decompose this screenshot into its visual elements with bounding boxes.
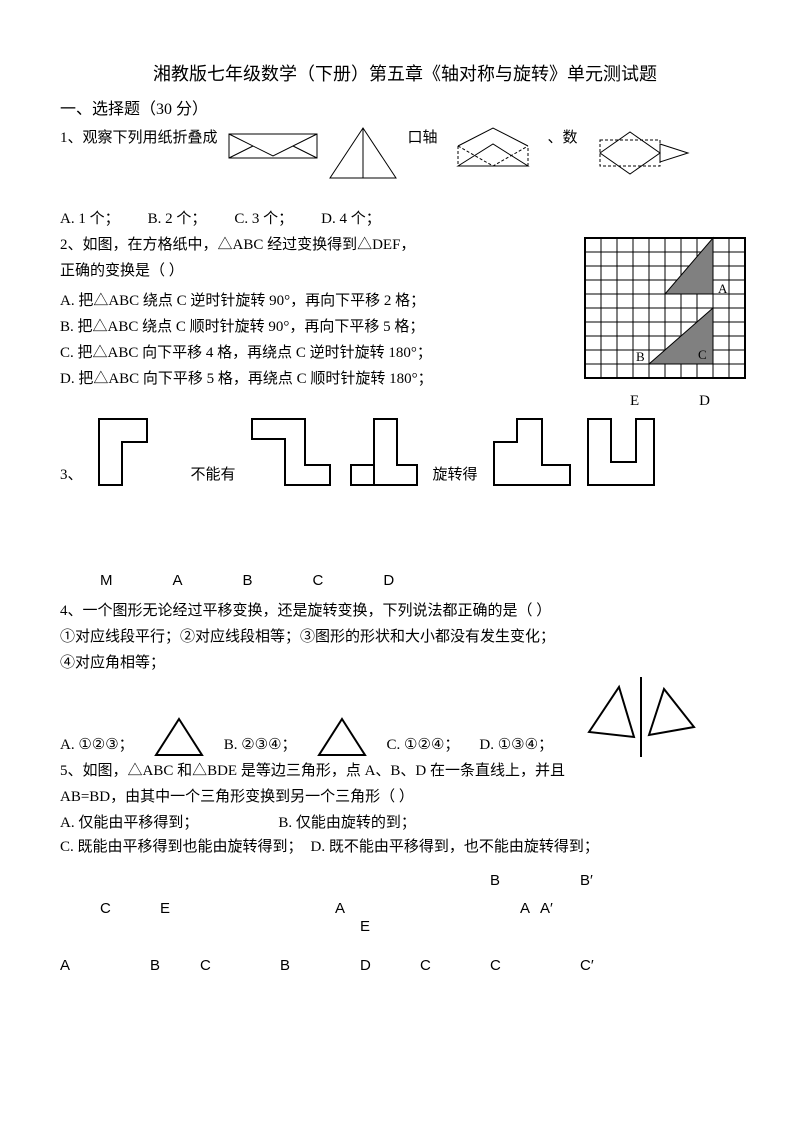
q1-mid1: 口轴	[408, 126, 438, 150]
q5-A: A. 仅能由平移得到；	[60, 811, 198, 835]
s-Ap: A′	[540, 897, 553, 921]
q3-C: C	[313, 569, 324, 593]
q3-fig2	[250, 417, 335, 487]
q1-options: A. 1 个； B. 2 个； C. 3 个； D. 4 个；	[60, 207, 750, 231]
s-C1: C	[100, 897, 111, 921]
q4-A: A. ①②③；	[60, 733, 134, 757]
q3-fig1	[97, 417, 177, 487]
s-B2: B	[150, 954, 160, 978]
s-Cp: C′	[580, 954, 594, 978]
grid-C: C	[698, 347, 707, 362]
q5-D: D. 既不能由平移得到，也不能由旋转得到；	[311, 835, 599, 859]
s-D1: D	[360, 954, 371, 978]
s-C4: C	[490, 954, 501, 978]
grid-B: B	[636, 349, 645, 364]
q3-D: D	[383, 569, 394, 593]
label-E: E	[630, 389, 639, 413]
s-C2: C	[200, 954, 211, 978]
q5-line2: AB=BD，由其中一个三角形变换到另一个三角形（ ）	[60, 785, 750, 809]
q3-M: M	[100, 569, 113, 593]
q2-grid: A B C	[580, 233, 750, 383]
q3-stem-a: 3、	[60, 463, 83, 487]
ed-row: E D	[60, 389, 750, 413]
q4-line2: ①对应线段平行；②对应线段相等；③图形的形状和大小都没有发生变化；	[60, 625, 750, 649]
q3-stem-b: 不能有	[191, 463, 236, 487]
q3-fig4	[492, 417, 572, 487]
q1-optA: A. 1 个；	[60, 207, 120, 231]
grid-A: A	[718, 281, 728, 296]
tri1	[154, 717, 204, 757]
q5-CD: C. 既能由平移得到也能由旋转得到； D. 既不能由平移得到，也不能由旋转得到；	[60, 835, 750, 859]
s-Bp: B′	[580, 869, 593, 893]
q1-mid2: 、数	[548, 126, 578, 150]
s-E2: E	[360, 915, 370, 939]
q5-AB: A. 仅能由平移得到； B. 仅能由旋转的到；	[60, 811, 750, 835]
label-D: D	[699, 389, 710, 413]
q1-row: 1、观察下列用纸折叠成 口轴 、数	[60, 126, 750, 181]
q3-figs: 3、 不能有 旋转得	[60, 417, 750, 487]
s-B1: B	[490, 869, 500, 893]
q1-fig1	[228, 126, 318, 166]
q3-B: B	[243, 569, 253, 593]
q3-A: A	[173, 569, 183, 593]
q4-D: D. ①③④；	[479, 733, 553, 757]
q2-block: A B C 2、如图，在方格纸中，△ABC 经过变换得到△DEF， 正确的变换是…	[60, 233, 750, 391]
q1-stem: 1、观察下列用纸折叠成	[60, 126, 218, 150]
s-B3: B	[280, 954, 290, 978]
q4-B: B. ②③④；	[224, 733, 297, 757]
q1-optB: B. 2 个；	[148, 207, 207, 231]
section-heading: 一、选择题（30 分）	[60, 97, 750, 123]
q1-optD: D. 4 个；	[321, 207, 381, 231]
q3-fig3	[349, 417, 419, 487]
s-A1: A	[335, 897, 345, 921]
q5-line1: 5、如图，△ABC 和△BDE 是等边三角形，点 A、B、D 在一条直线上，并且	[60, 759, 750, 783]
q1-fig2	[328, 126, 398, 181]
q4-line1: 4、一个图形无论经过平移变换，还是旋转变换，下列说法都正确的是（ ）	[60, 599, 750, 623]
tri2	[317, 717, 367, 757]
page-title: 湘教版七年级数学（下册）第五章《轴对称与旋转》单元测试题	[60, 60, 750, 89]
q1-optC: C. 3 个；	[234, 207, 293, 231]
q5-B: B. 仅能由旋转的到；	[278, 811, 416, 835]
q4-line3: ④对应角相等；	[60, 651, 750, 675]
q3-letters: M A B C D	[100, 569, 750, 593]
s-A2: A	[520, 897, 530, 921]
q4-C: C. ①②④；	[387, 733, 460, 757]
q4-opts: A. ①②③； B. ②③④； C. ①②④； D. ①③④；	[60, 677, 750, 757]
s-E1: E	[160, 897, 170, 921]
q5-fig	[579, 677, 699, 757]
q1-fig4	[588, 126, 698, 181]
s-A3: A	[60, 954, 70, 978]
q5-C: C. 既能由平移得到也能由旋转得到；	[60, 835, 303, 859]
s-C3: C	[420, 954, 431, 978]
q3-stem-c: 旋转得	[433, 463, 478, 487]
scatter-letters: B B′ C E A E A A′ A B C B D C C C′	[60, 869, 750, 979]
q1-fig3	[448, 126, 538, 181]
q3-fig5	[586, 417, 656, 487]
